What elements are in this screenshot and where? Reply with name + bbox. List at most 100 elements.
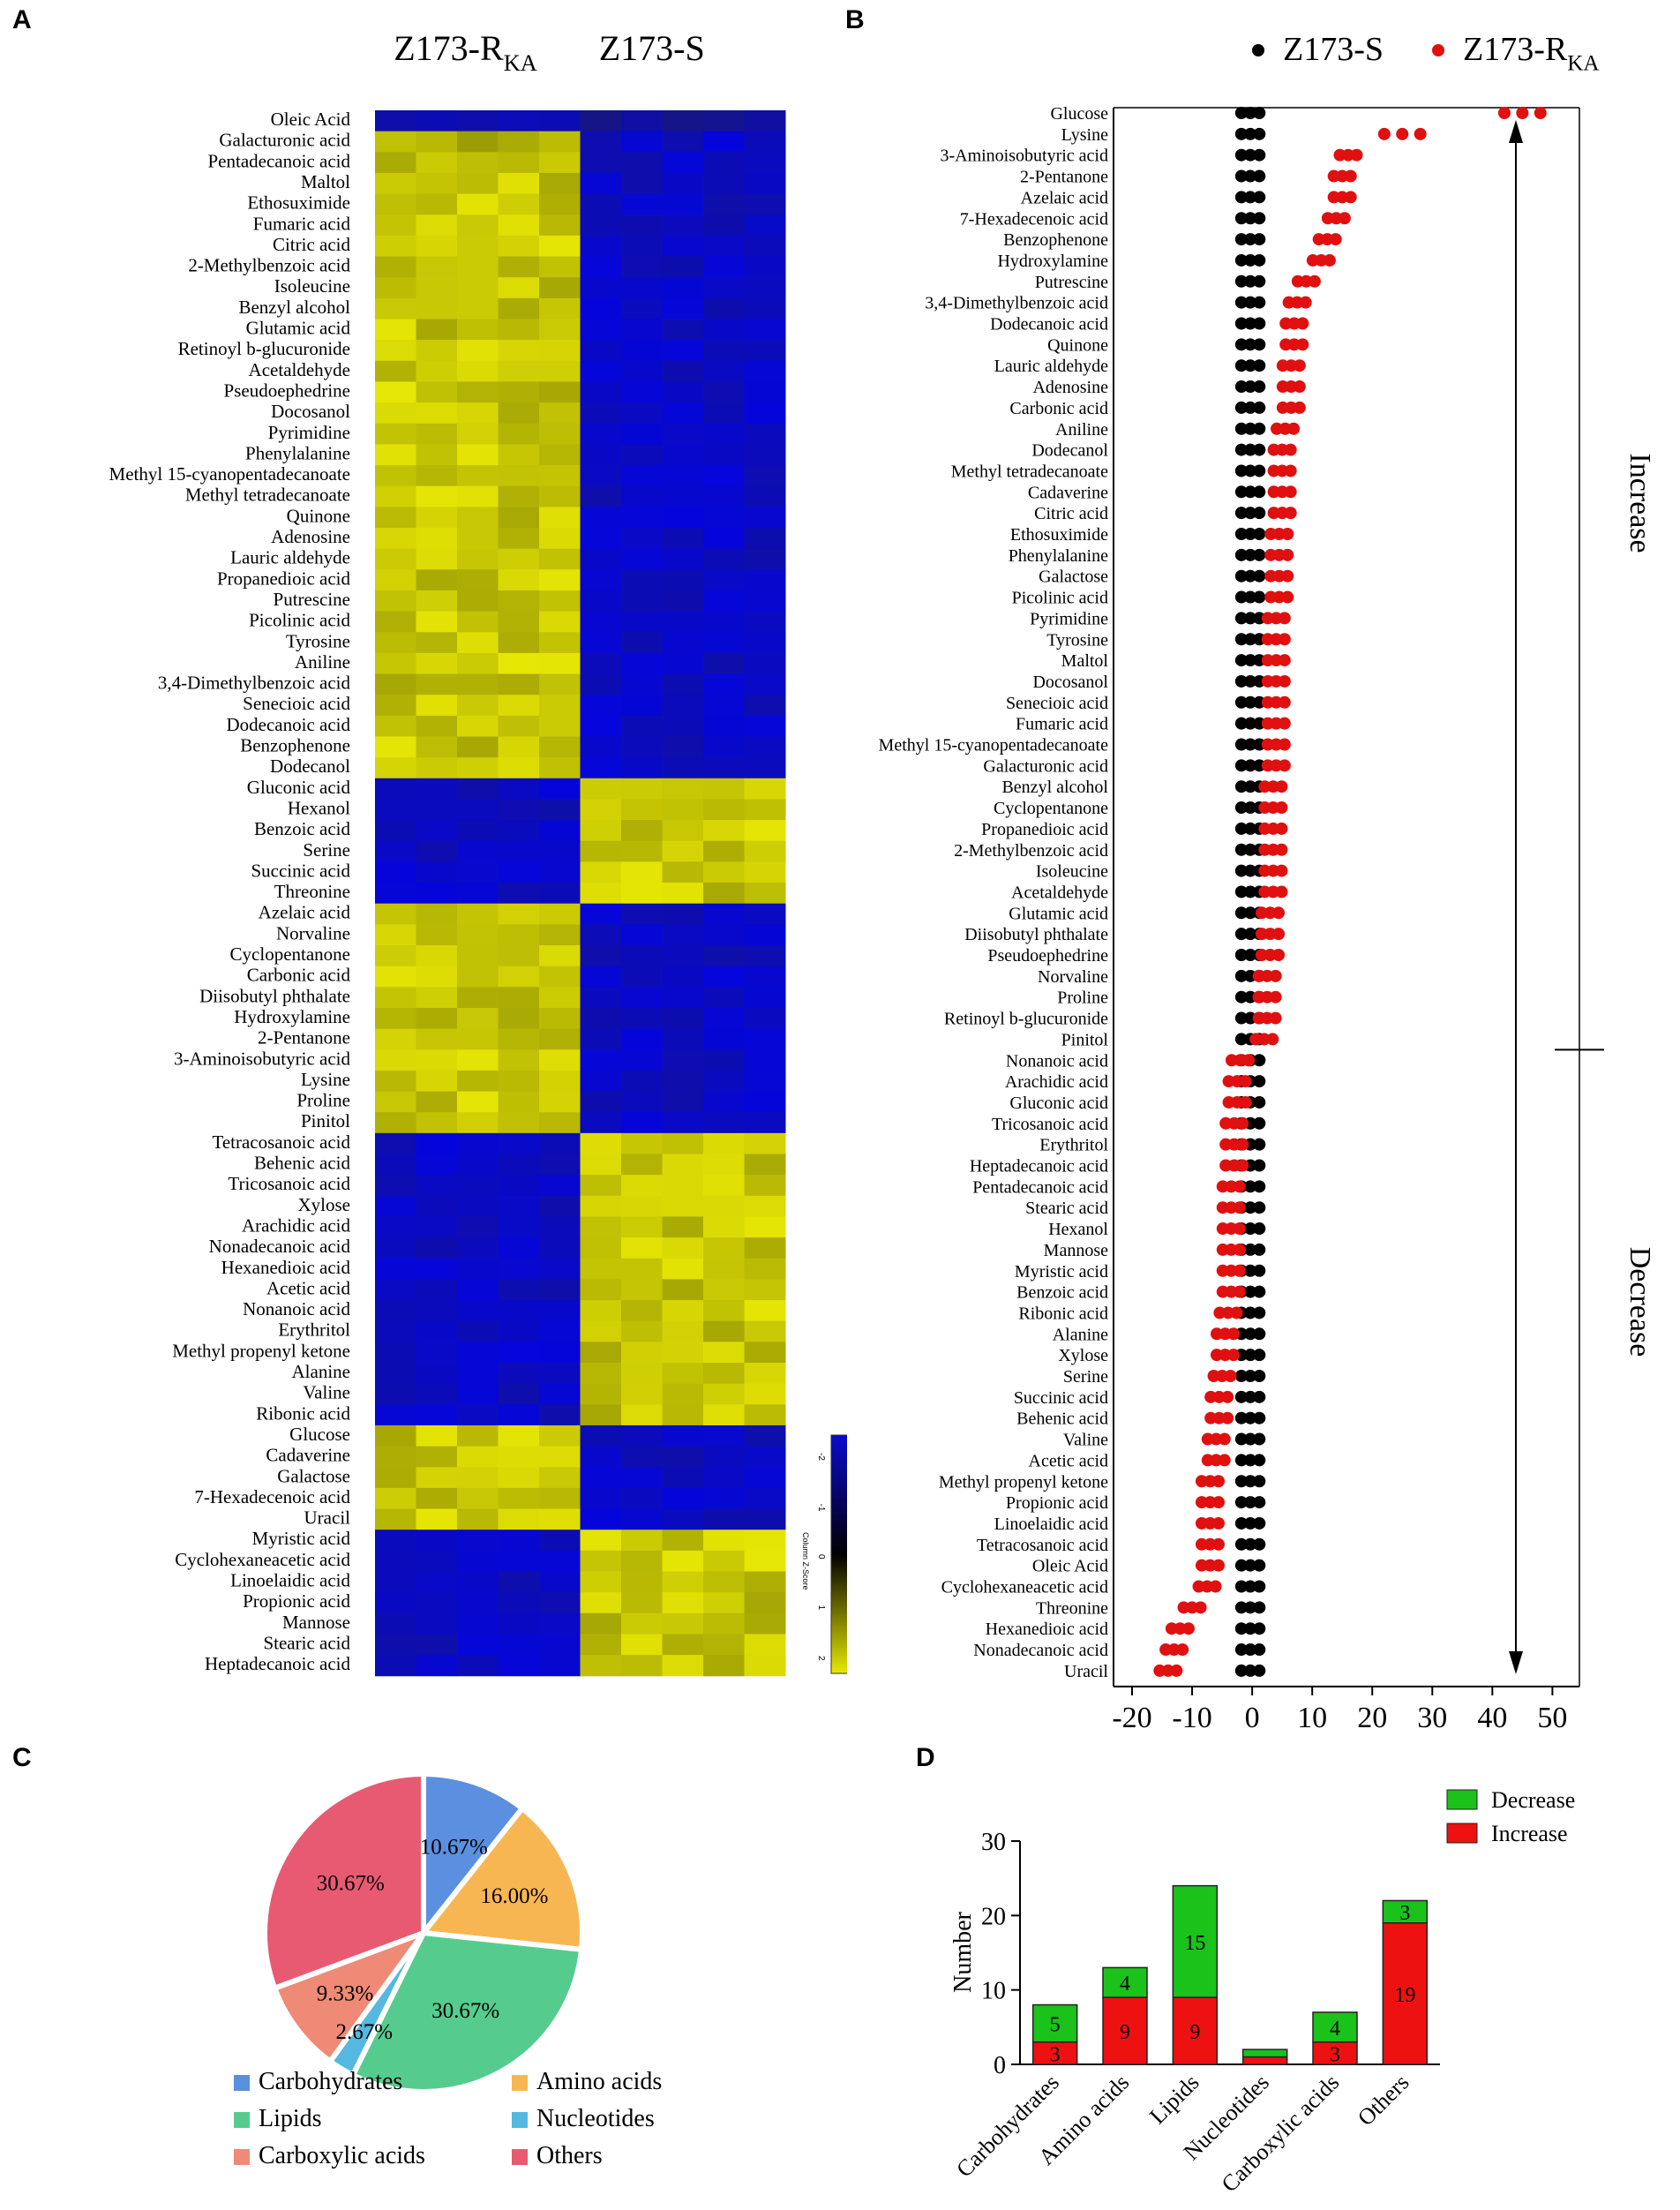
- heatmap-cell: [539, 465, 581, 487]
- bar-value-label: 3: [1050, 2043, 1061, 2066]
- heatmap-cell: [539, 423, 581, 445]
- heatmap-cell: [457, 193, 499, 215]
- bar-value-label: 4: [1120, 1973, 1130, 1996]
- heatmap-cell: [621, 1363, 663, 1385]
- heatmap-cell: [580, 1237, 622, 1259]
- heatmap-cell: [621, 569, 663, 591]
- heatmap-cell: [416, 611, 458, 633]
- heatmap-cell: [457, 1467, 499, 1489]
- heatmap-cell: [539, 1424, 581, 1447]
- bar-value-label: 19: [1394, 1984, 1415, 2007]
- dot-z173-s: [1234, 359, 1248, 372]
- dot-z173-rka: [1296, 317, 1309, 330]
- heatmap-cell: [457, 444, 499, 466]
- heatmap-cell: [416, 736, 458, 758]
- heatmap-cell: [416, 297, 458, 319]
- heatmap-cell: [416, 1216, 458, 1238]
- heatmap-cell: [375, 423, 416, 445]
- heatmap-cell: [539, 1342, 581, 1364]
- dot-z173-rka: [1338, 212, 1351, 225]
- heatmap-cell: [416, 632, 458, 654]
- heatmap-cell: [375, 903, 416, 925]
- dot-z173-s: [1244, 464, 1257, 477]
- dot-z173-s: [1253, 1159, 1266, 1172]
- heatmap-cell: [744, 1487, 786, 1510]
- dot-z173-s: [1244, 443, 1257, 456]
- heatmap-cell: [744, 277, 786, 299]
- heatmap-cell: [498, 402, 540, 425]
- heatmap-cell: [457, 152, 499, 174]
- heatmap-row-label: Arachidic acid: [242, 1214, 351, 1236]
- x-tick-label: 20: [1357, 1702, 1387, 1730]
- heatmap-cell: [621, 214, 663, 237]
- heatmap-cell: [539, 1028, 581, 1050]
- x-tick-label: -20: [1112, 1702, 1151, 1730]
- heatmap-cell: [703, 1028, 745, 1050]
- heatmap-cell: [498, 1049, 540, 1071]
- dot-z173-rka: [1233, 1243, 1246, 1256]
- dot-category-label: Erythritol: [1039, 1136, 1108, 1155]
- heatmap-cell: [416, 987, 458, 1009]
- heatmap-cell: [498, 1279, 540, 1301]
- dot-z173-rka: [1278, 695, 1291, 709]
- heatmap-cell: [375, 1383, 416, 1405]
- heatmap-cell: [703, 966, 745, 988]
- stacked-bar-segment: [1312, 2041, 1358, 2065]
- dot-z173-s: [1244, 233, 1257, 246]
- heatmap-cell: [498, 172, 540, 195]
- annotation-decrease: Decrease: [1624, 1247, 1656, 1357]
- heatmap-cell: [744, 1612, 786, 1635]
- dot-z173-rka: [1278, 759, 1291, 772]
- heatmap-cell: [416, 360, 458, 382]
- heatmap-cell: [457, 1404, 499, 1426]
- dot-z173-rka: [1266, 1033, 1279, 1046]
- heatmap-cell: [621, 340, 663, 362]
- heatmap-cell: [457, 611, 499, 633]
- heatmap-cell: [662, 131, 704, 153]
- heatmap-cell: [375, 883, 416, 905]
- dot-category-label: Ribonic acid: [1018, 1304, 1108, 1323]
- heatmap-cell: [539, 402, 581, 425]
- heatmap-cell: [375, 1112, 416, 1134]
- heatmap-cell: [375, 360, 416, 382]
- heatmap-cell: [662, 402, 704, 425]
- annotation-increase: Increase: [1624, 453, 1656, 552]
- heatmap-cell: [539, 903, 581, 925]
- heatmap-cell: [662, 1424, 704, 1447]
- dot-z173-s: [1234, 528, 1248, 540]
- heatmap-row-label: Aniline: [295, 651, 350, 673]
- dot-z173-rka: [1233, 1201, 1246, 1214]
- dot-z173-s: [1253, 569, 1266, 583]
- heatmap-cell: [580, 256, 622, 278]
- dot-z173-s: [1234, 1580, 1248, 1593]
- heatmap-cell: [539, 110, 581, 132]
- heatmap-cell: [744, 381, 786, 403]
- heatmap-cell: [621, 485, 663, 507]
- heatmap-cell: [621, 1258, 663, 1280]
- heatmap-cell: [375, 152, 416, 174]
- heatmap-cell: [580, 1258, 622, 1280]
- heatmap-cell: [498, 381, 540, 403]
- heatmap-cell: [498, 1070, 540, 1093]
- heatmap-cell: [416, 883, 458, 905]
- heatmap-cell: [744, 444, 786, 466]
- heatmap-cell: [703, 193, 745, 215]
- heatmap-cell: [416, 966, 458, 988]
- heatmap-cell: [703, 1320, 745, 1342]
- heatmap-cell: [457, 277, 499, 299]
- dot-z173-s: [1234, 233, 1248, 246]
- heatmap-cell: [703, 987, 745, 1009]
- heatmap-cell: [457, 1049, 499, 1071]
- heatmap-cell: [580, 1175, 622, 1197]
- heatmap-cell: [416, 548, 458, 570]
- heatmap-cell: [744, 652, 786, 675]
- x-category-label: Others: [1353, 2070, 1414, 2131]
- dot-z173-s: [1253, 1601, 1266, 1614]
- x-tick-label: 0: [1245, 1702, 1260, 1730]
- dot-z173-s: [1234, 674, 1248, 688]
- heatmap-cell: [744, 110, 786, 132]
- heatmap-cell: [744, 883, 786, 905]
- heatmap-cell: [621, 1320, 663, 1342]
- heatmap-cell: [621, 1383, 663, 1405]
- pie-value-label: 2.67%: [336, 2020, 394, 2044]
